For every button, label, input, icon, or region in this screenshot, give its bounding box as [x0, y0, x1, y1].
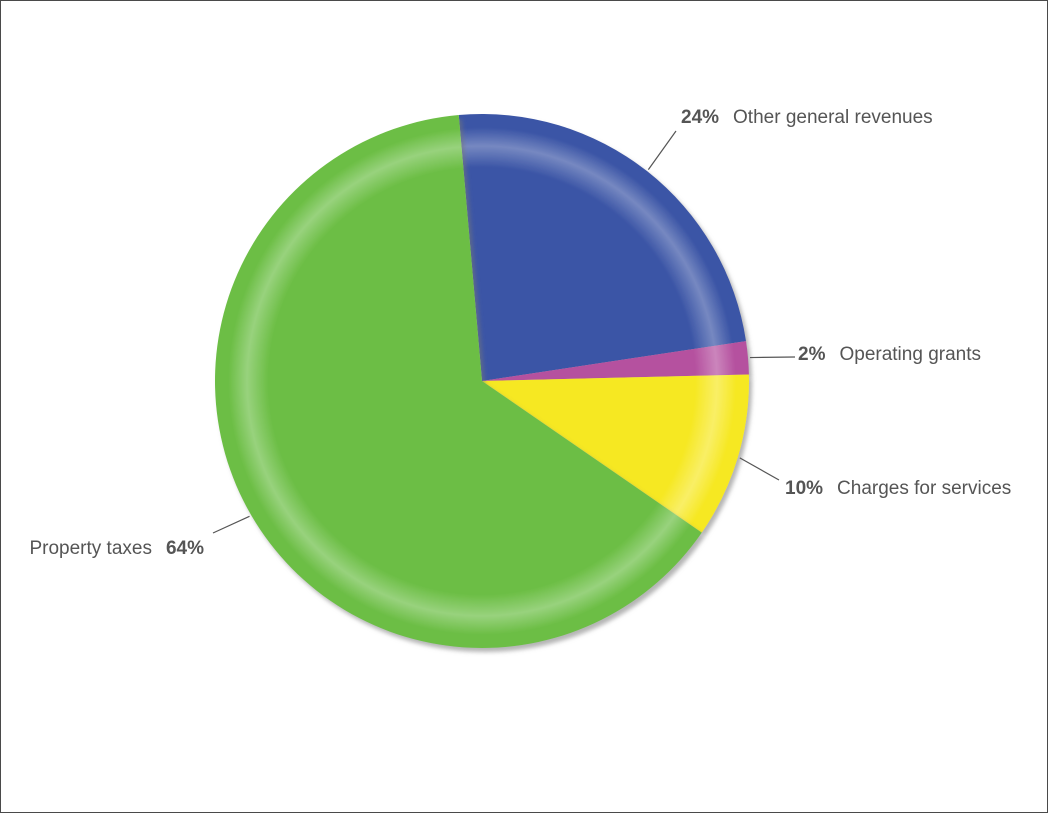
pie-slice-property-taxes [215, 115, 702, 649]
leader-line-property-taxes [212, 515, 250, 534]
slice-name-charges-for-services: Charges for services [837, 478, 1011, 499]
pie-slice-operating-grants [482, 341, 749, 381]
slice-percent-charges-for-services: 10% [785, 478, 823, 499]
slices-layer [215, 114, 749, 649]
slice-percent-property-taxes: 64% [166, 538, 204, 559]
labels-layer: 24% Other general revenues 2% Operating gra… [29, 107, 1011, 559]
pie-slice-other-general-revenues [458, 114, 746, 382]
slice-label-property-taxes: Property taxes 64% [29, 538, 204, 559]
slice-name-operating-grants: Operating grants [839, 344, 981, 365]
leader-line-charges-for-services [739, 457, 780, 481]
pie-slice-charges-for-services [482, 374, 749, 533]
slice-label-charges-for-services: 10% Charges for services [785, 478, 1011, 499]
slice-percent-operating-grants: 2% [798, 344, 826, 365]
slice-label-other-general-revenues: 24% Other general revenues [681, 107, 933, 128]
leader-line-other-general-revenues [647, 130, 677, 170]
slice-name-property-taxes: Property taxes [29, 538, 152, 559]
leader-line-operating-grants [749, 356, 796, 359]
slice-name-other-general-revenues: Other general revenues [733, 107, 933, 128]
slice-label-operating-grants: 2% Operating grants [798, 344, 981, 365]
slice-percent-other-general-revenues: 24% [681, 107, 719, 128]
